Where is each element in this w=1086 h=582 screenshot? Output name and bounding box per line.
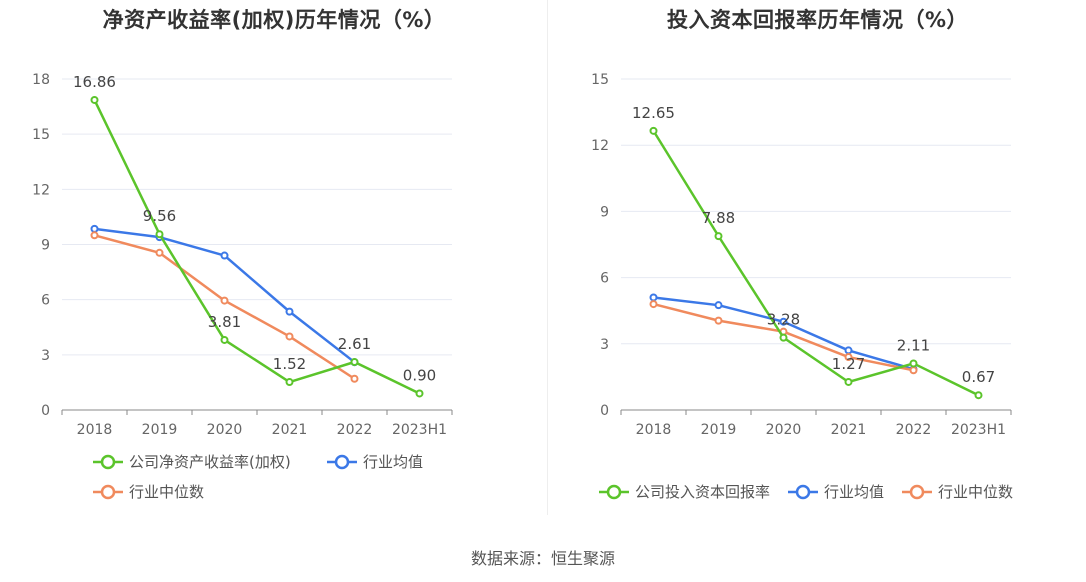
x-tick-label: 2021 xyxy=(272,422,308,438)
data-point[interactable] xyxy=(90,224,99,233)
data-label: 0.67 xyxy=(962,368,995,386)
legend-label: 行业中位数 xyxy=(938,483,1013,501)
y-tick-label: 18 xyxy=(32,72,50,88)
data-point[interactable] xyxy=(155,248,164,257)
x-tick-label: 2022 xyxy=(337,422,373,438)
x-tick-label: 2019 xyxy=(701,422,737,438)
data-point[interactable] xyxy=(649,300,658,309)
data-point[interactable] xyxy=(350,374,359,383)
data-point[interactable] xyxy=(285,332,294,341)
data-label: 3.81 xyxy=(208,313,241,331)
y-tick-label: 12 xyxy=(32,182,50,198)
data-point[interactable] xyxy=(285,378,294,387)
data-point[interactable] xyxy=(285,307,294,316)
legend-item[interactable]: 公司净资产收益率(加权) xyxy=(93,453,291,471)
legend-item[interactable]: 公司投入资本回报率 xyxy=(599,483,770,501)
data-point[interactable] xyxy=(649,126,658,135)
roe-line-chart: 0 3 6 9 12 15 18 2018 2019 2020 2021 2022 2023H1 16.8… xyxy=(32,72,453,501)
data-label: 9.56 xyxy=(143,207,176,225)
x-tick-label: 2023H1 xyxy=(951,422,1006,438)
roic-chart-panel: 投入资本回报率历年情况（%） 0 3 6 9 12 15 2018 2019 2020 2021 2… xyxy=(549,0,1086,520)
legend-circle-icon xyxy=(100,484,116,500)
x-tick-label: 2023H1 xyxy=(392,422,447,438)
legend-label: 公司净资产收益率(加权) xyxy=(129,453,291,471)
y-tick-label: 0 xyxy=(600,403,609,419)
data-point[interactable] xyxy=(779,317,788,326)
data-point[interactable] xyxy=(220,296,229,305)
data-point[interactable] xyxy=(220,335,229,344)
data-point[interactable] xyxy=(350,358,359,367)
y-tick-label: 6 xyxy=(41,293,50,309)
data-point[interactable] xyxy=(844,346,853,355)
data-point[interactable] xyxy=(714,301,723,310)
legend-label: 行业均值 xyxy=(824,483,884,501)
data-label: 0.90 xyxy=(403,366,436,384)
legend-label: 公司投入资本回报率 xyxy=(635,483,770,501)
series-line xyxy=(652,130,980,397)
data-point[interactable] xyxy=(909,359,918,368)
legend-item[interactable]: 行业均值 xyxy=(788,483,884,501)
roe-chart-panel: 净资产收益率(加权)历年情况（%） 0 3 6 9 12 15 18 2018 2019 2020… xyxy=(0,0,548,520)
x-tick-label: 2021 xyxy=(831,422,867,438)
data-point[interactable] xyxy=(714,316,723,325)
roic-line-chart: 0 3 6 9 12 15 2018 2019 2020 2021 2022 2023H1 12.65 7… xyxy=(591,72,1013,501)
legend-circle-icon xyxy=(334,454,350,470)
data-point[interactable] xyxy=(90,231,99,240)
legend-label: 行业中位数 xyxy=(129,483,204,501)
data-point[interactable] xyxy=(779,333,788,342)
series-line xyxy=(93,99,421,395)
x-tick-label: 2019 xyxy=(142,422,178,438)
data-point[interactable] xyxy=(974,391,983,400)
data-point[interactable] xyxy=(909,366,918,375)
x-tick-label: 2018 xyxy=(77,422,113,438)
x-tick-label: 2020 xyxy=(766,422,802,438)
data-label: 16.86 xyxy=(73,73,116,91)
y-tick-label: 15 xyxy=(32,127,50,143)
y-tick-label: 9 xyxy=(41,238,50,254)
legend-item[interactable]: 行业中位数 xyxy=(902,483,1013,501)
legend-circle-icon xyxy=(795,484,811,500)
data-point[interactable] xyxy=(415,389,424,398)
data-point[interactable] xyxy=(649,293,658,302)
data-point[interactable] xyxy=(844,353,853,362)
legend-item[interactable]: 行业中位数 xyxy=(93,483,204,501)
y-tick-label: 6 xyxy=(600,271,609,287)
data-point[interactable] xyxy=(155,230,164,239)
x-tick-label: 2018 xyxy=(636,422,672,438)
legend-circle-icon xyxy=(909,484,925,500)
data-point[interactable] xyxy=(90,95,99,104)
panel-divider xyxy=(547,0,548,515)
data-point[interactable] xyxy=(714,232,723,241)
data-source-label: 数据来源：恒生聚源 xyxy=(470,549,615,568)
data-label: 1.52 xyxy=(273,355,306,373)
y-tick-label: 3 xyxy=(41,348,50,364)
roe-chart-title: 净资产收益率(加权)历年情况（%） xyxy=(102,8,446,32)
y-tick-label: 0 xyxy=(41,403,50,419)
legend-item[interactable]: 行业均值 xyxy=(327,453,423,471)
y-tick-label: 3 xyxy=(600,337,609,353)
y-tick-label: 9 xyxy=(600,204,609,220)
data-label: 1.27 xyxy=(832,355,865,373)
data-label: 2.61 xyxy=(338,335,371,353)
x-tick-label: 2022 xyxy=(896,422,932,438)
legend-circle-icon xyxy=(606,484,622,500)
legend-circle-icon xyxy=(100,454,116,470)
data-label: 7.88 xyxy=(702,209,735,227)
data-label: 3.28 xyxy=(767,311,800,329)
y-tick-label: 12 xyxy=(591,138,609,154)
roic-chart-title: 投入资本回报率历年情况（%） xyxy=(666,8,969,32)
y-tick-label: 15 xyxy=(591,72,609,88)
data-point[interactable] xyxy=(844,377,853,386)
data-point[interactable] xyxy=(220,251,229,260)
data-label: 2.11 xyxy=(897,336,930,354)
data-label: 12.65 xyxy=(632,104,675,122)
x-tick-label: 2020 xyxy=(207,422,243,438)
legend-label: 行业均值 xyxy=(363,453,423,471)
